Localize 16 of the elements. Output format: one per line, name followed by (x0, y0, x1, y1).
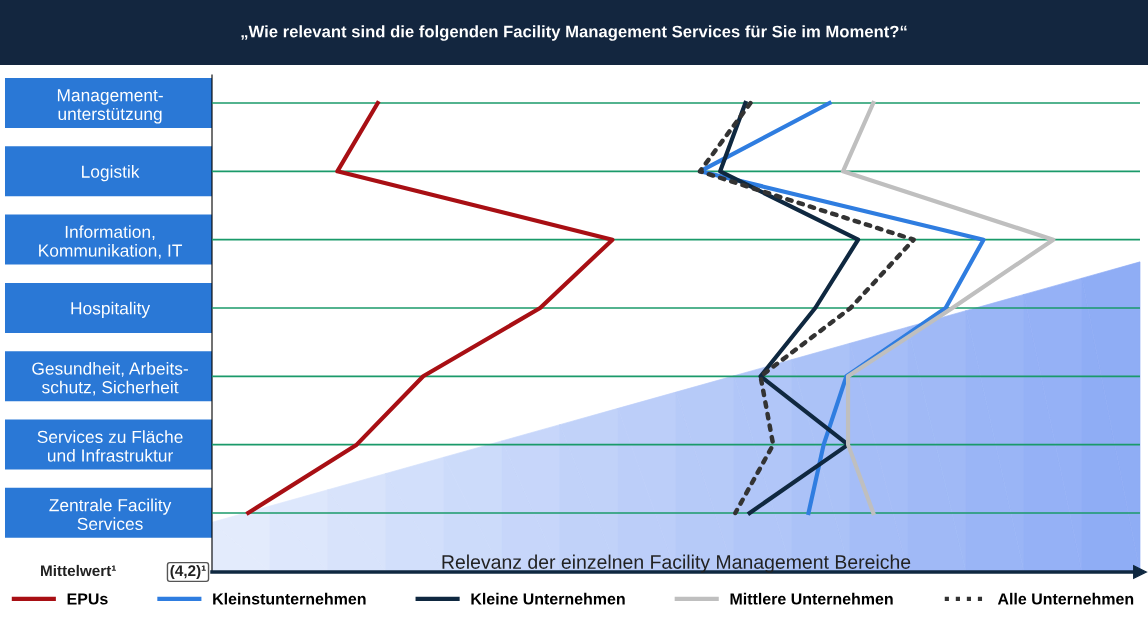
legend-label: Mittlere Unternehmen (730, 592, 893, 605)
legend-label: Alle Unternehmen (997, 592, 1134, 605)
y-tick-label: Gesundheit, Arbeits- schutz, Sicherheit (32, 361, 188, 396)
y-tick-label: Information, Kommunikation, IT (39, 225, 183, 259)
chart-title: „Wie relevant sind die folgenden Facility Management Services für Sie im Moment?“ (241, 25, 907, 41)
text: (4,2)¹ (170, 564, 206, 580)
legend-label: Kleine Unternehmen (471, 592, 625, 605)
x-axis-title: Relevanz der einzelnen Facility Management Bereiche (442, 554, 911, 573)
y-tick-label: Management- unterstützung (57, 89, 163, 124)
text: Mittelwert¹ (41, 564, 116, 577)
y-tick-label: Logistik (82, 165, 140, 182)
y-tick-label: Services zu Fläche und Infrastruktur (37, 430, 183, 462)
y-tick-label: Zentrale Facility Services (49, 498, 172, 531)
legend-label: EPUs (67, 593, 108, 605)
legend-label: Kleinstunternehmen (213, 592, 366, 605)
y-tick-label: Hospitality (71, 301, 151, 318)
